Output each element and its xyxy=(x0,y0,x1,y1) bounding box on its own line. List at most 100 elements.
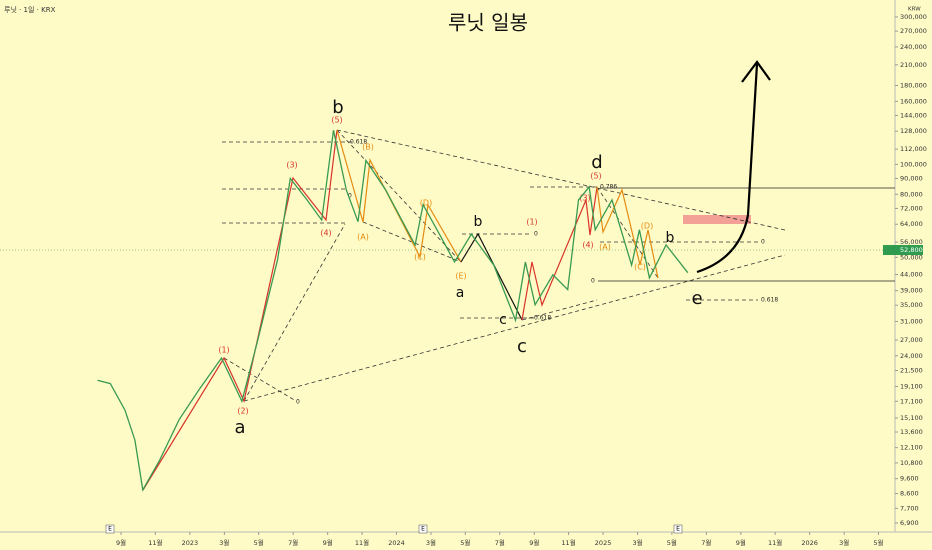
wave-label: d xyxy=(591,152,602,173)
fib-label: 0 xyxy=(534,231,538,238)
event-markers: E E E xyxy=(105,524,683,534)
fib-label: 0 xyxy=(348,193,352,200)
y-tick-label: 300,000 xyxy=(900,13,927,21)
y-tick-label: 13,600 xyxy=(900,428,923,436)
event-box xyxy=(105,524,115,534)
wave-label: (B) xyxy=(362,143,374,152)
x-tick-label: 3월 xyxy=(219,538,229,547)
annotations: a b a b c c d b e (1) (2) (3) (4) (5) (A… xyxy=(218,97,778,438)
wave-label: b xyxy=(666,230,675,246)
wave-label: (5) xyxy=(590,172,601,181)
symbol: 루닛 · 1일 · KRX xyxy=(4,5,56,14)
y-tick-label: 9,600 xyxy=(900,475,919,483)
wave-label: c xyxy=(499,312,507,328)
x-tick-label: 5월 xyxy=(667,538,677,547)
wave-lines xyxy=(142,60,895,491)
x-tick-label: 2024 xyxy=(388,539,405,547)
y-tick-label: 35,000 xyxy=(900,301,923,309)
fib-label: 0.786 xyxy=(600,184,617,191)
y-tick-label: 210,000 xyxy=(900,61,927,69)
y-tick-label: 27,000 xyxy=(900,336,923,344)
fib-label: 0.618 xyxy=(761,297,778,304)
impulse-wave xyxy=(521,186,598,321)
fib-label: 0.618 xyxy=(534,315,551,322)
x-tick-label: 9월 xyxy=(323,538,333,547)
wave-label: (3) xyxy=(286,161,297,170)
y-tick-label: 144,000 xyxy=(900,111,927,119)
y-tick-label: 100,000 xyxy=(900,160,927,168)
y-tick-label: 90,000 xyxy=(900,174,923,182)
event-marker: E xyxy=(676,526,680,533)
y-tick-label: 160,000 xyxy=(900,97,927,105)
wave-label: (2) xyxy=(237,407,248,416)
x-tick-label: 2025 xyxy=(595,539,612,547)
y-tick-label: 24,000 xyxy=(900,352,923,360)
y-tick-label: 72,000 xyxy=(900,204,923,212)
trend-line xyxy=(521,299,598,321)
y-tick-label: 21,500 xyxy=(900,367,923,375)
impulse-wave xyxy=(142,129,338,491)
x-tick-label: 5월 xyxy=(254,538,264,547)
price-line xyxy=(97,130,689,492)
y-tick-label: 39,000 xyxy=(900,287,923,295)
wave-label: (1) xyxy=(218,346,229,355)
wave-label: (5) xyxy=(331,116,342,125)
y-tick-label: 128,000 xyxy=(900,127,927,135)
y-tick-label: 7,700 xyxy=(900,504,919,512)
wave-label: (C) xyxy=(634,263,646,272)
y-tick-label: 8,600 xyxy=(900,489,919,497)
x-tick-label: 11월 xyxy=(148,538,162,547)
wave-label: b xyxy=(474,214,483,230)
x-tick-label: 7월 xyxy=(288,538,298,547)
event-marker: E xyxy=(421,526,425,533)
y-tick-label: 15,100 xyxy=(900,414,923,422)
y-tick-label: 270,000 xyxy=(900,27,927,35)
wave-label: (D) xyxy=(420,199,432,208)
y-tick-label: 31,000 xyxy=(900,317,923,325)
event-box xyxy=(673,524,683,534)
wave-label: b xyxy=(332,97,343,118)
x-tick-label: 9월 xyxy=(529,538,539,547)
x-tick-label: 2026 xyxy=(801,539,818,547)
wave-label: e xyxy=(691,288,702,309)
last-price-box xyxy=(883,245,923,256)
x-tick-label: 11월 xyxy=(768,538,782,547)
chart-title: 루닛 일봉 xyxy=(448,11,528,35)
trend-line xyxy=(243,223,346,402)
x-tick-label: 7월 xyxy=(701,538,711,547)
y-tick-label: 240,000 xyxy=(900,43,927,51)
target-zone xyxy=(683,215,751,224)
x-tick-label: 3월 xyxy=(633,538,643,547)
trend-line xyxy=(243,254,786,402)
wave-label: a xyxy=(234,417,245,438)
y-tick-label: 6,900 xyxy=(900,519,919,527)
y-tick-label: 19,100 xyxy=(900,382,923,390)
x-tick-label: 7월 xyxy=(495,538,505,547)
wave-label: (A) xyxy=(357,233,369,242)
y-tick-label: 80,000 xyxy=(900,190,923,198)
last-price-label: 52,800 xyxy=(900,246,923,254)
y-tick-label: 64,000 xyxy=(900,220,923,228)
event-marker: E xyxy=(108,526,112,533)
abc-wave xyxy=(460,232,523,321)
wave-label: (4) xyxy=(582,241,593,250)
fib-label: 0.618 xyxy=(350,139,367,146)
x-tick-label: 2023 xyxy=(182,539,199,547)
y-tick-label: 56,000 xyxy=(900,238,923,246)
wave-label: (3) xyxy=(579,194,590,203)
event-box xyxy=(418,524,428,534)
x-tick-label: 3월 xyxy=(426,538,436,547)
fib-label: 0 xyxy=(296,399,300,406)
wave-label: (A) xyxy=(599,243,611,252)
fib-label: 0 xyxy=(761,239,765,246)
wave-label: (C) xyxy=(414,253,426,262)
trend-line xyxy=(336,129,462,263)
corrective-wave xyxy=(596,186,659,279)
y-tick-label: 180,000 xyxy=(900,81,927,89)
wave-label: c xyxy=(517,336,527,357)
fib-label: 0 xyxy=(591,278,595,285)
y-tick-label: 10,800 xyxy=(900,459,923,467)
y-tick-label: 44,000 xyxy=(900,270,923,278)
x-tick-label: 11월 xyxy=(561,538,575,547)
